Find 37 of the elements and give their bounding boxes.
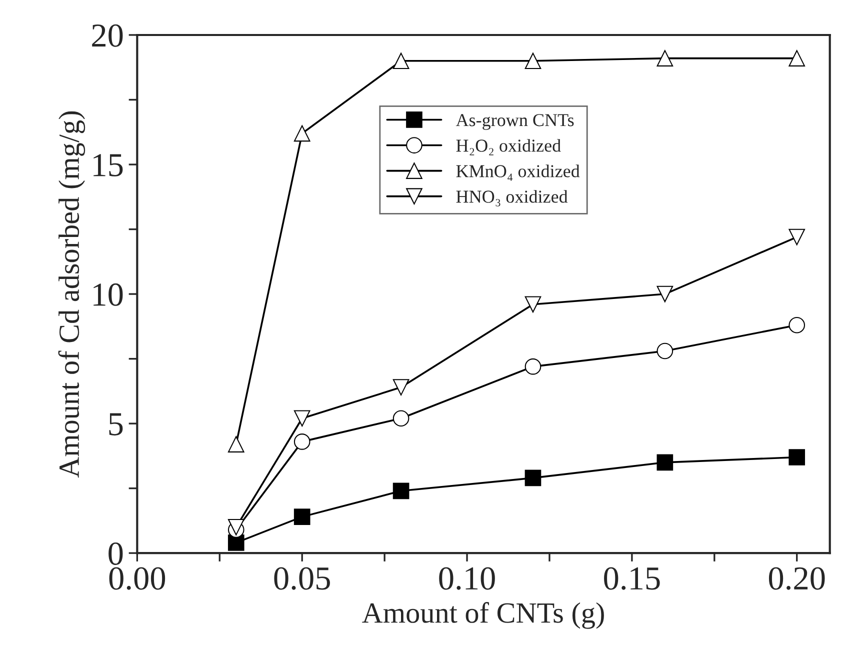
y-tick-label: 10 — [94, 283, 123, 306]
x-axis-title: Amount of CNTs (g) — [362, 602, 604, 629]
legend-label: H₂O₂ oxidized — [456, 139, 561, 156]
point — [294, 434, 310, 450]
point — [524, 296, 542, 313]
y-tick-label: 20 — [92, 24, 123, 47]
point — [294, 125, 310, 142]
point — [392, 52, 410, 70]
point — [656, 286, 674, 302]
legend-label: KMnO₄ oxidized — [456, 164, 580, 181]
point — [524, 358, 542, 375]
x-tick-label: 0.10 — [439, 567, 495, 590]
point — [392, 379, 410, 396]
point — [656, 454, 674, 471]
y-tick-label: 0 — [108, 542, 123, 565]
x-tick-label: 0.15 — [604, 567, 660, 590]
point — [656, 50, 674, 66]
y-tick-label: 15 — [94, 154, 123, 176]
y-tick-label: 5 — [109, 413, 123, 436]
legend-label: As-grown CNTs — [456, 114, 574, 130]
point — [294, 410, 310, 427]
point — [788, 449, 806, 466]
point — [392, 482, 410, 500]
point — [656, 342, 674, 360]
point — [788, 50, 806, 66]
point — [788, 228, 806, 246]
y-axis-title: Amount of Cd adsorbed (mg/g) — [58, 111, 86, 478]
point — [524, 470, 542, 486]
x-tick-label: 0.00 — [109, 567, 166, 590]
legend-label: HNO₃ oxidized — [456, 190, 568, 206]
point — [392, 410, 410, 427]
point — [524, 52, 542, 70]
x-tick-label: 0.20 — [768, 567, 825, 590]
point — [294, 508, 310, 525]
x-tick-label: 0.05 — [274, 567, 330, 590]
point — [228, 436, 244, 452]
point — [788, 316, 806, 334]
